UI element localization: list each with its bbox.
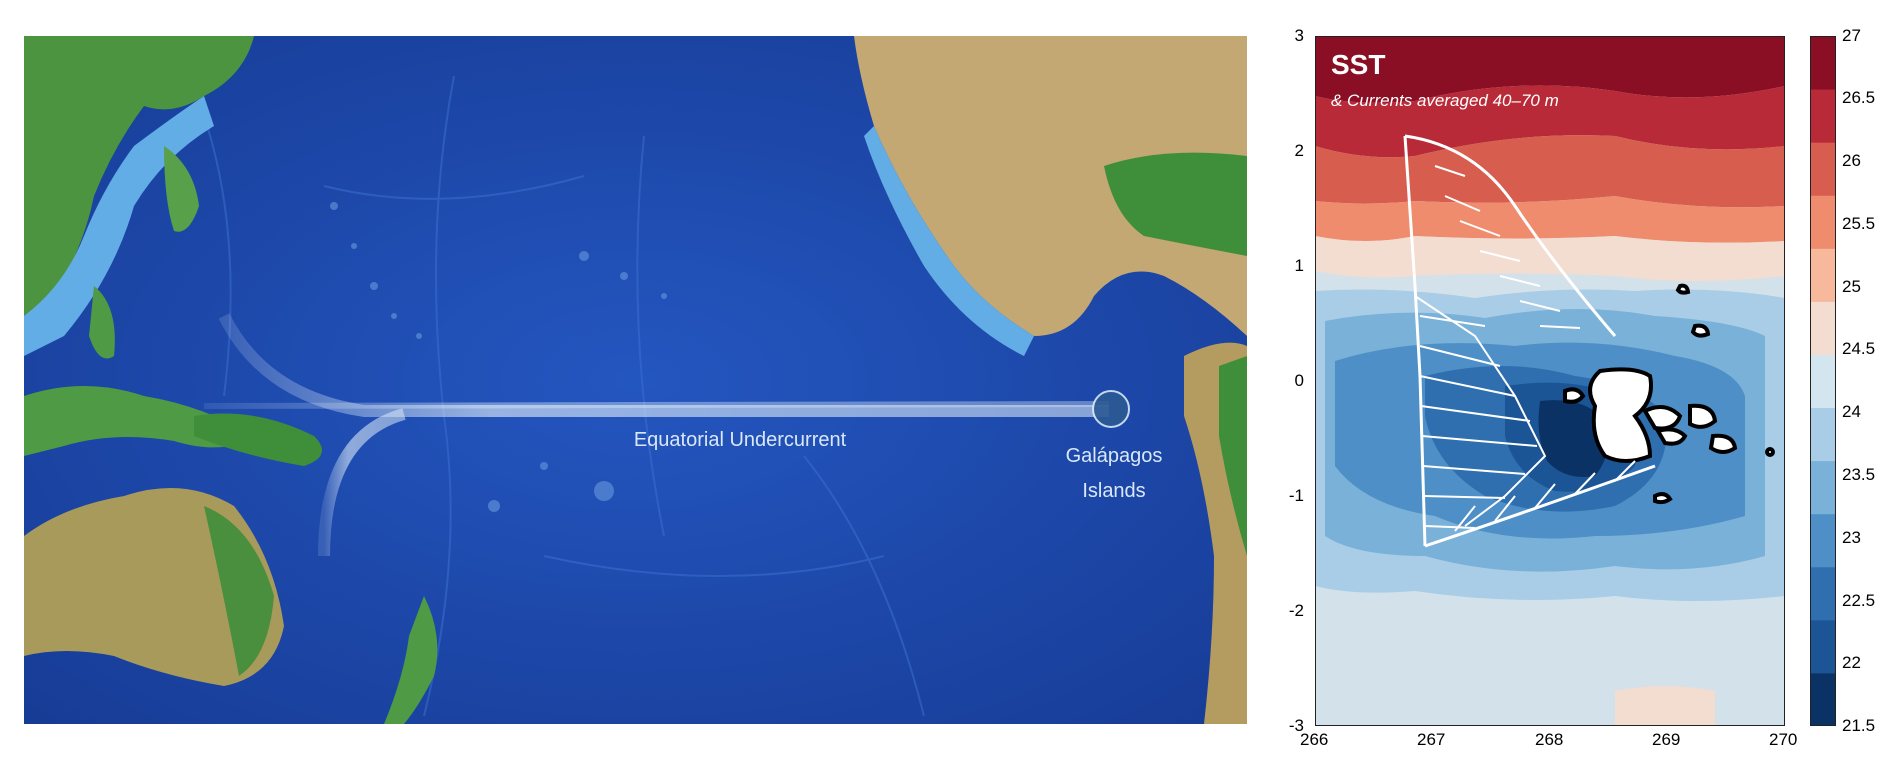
cbar-tick: 21.5	[1842, 716, 1876, 735]
seamounts	[330, 202, 667, 512]
new-zealand-landmass	[384, 596, 438, 724]
sst-map: SST & Currents averaged 40–70 m	[1315, 36, 1785, 726]
x-tick: 269	[1652, 730, 1681, 749]
x-tick: 270	[1769, 730, 1798, 749]
asia-landmass	[24, 36, 254, 316]
colorbar-segment	[1810, 407, 1836, 462]
colorbar-segment	[1810, 354, 1836, 409]
current-vectors	[1403, 134, 1656, 548]
x-tick: 267	[1417, 730, 1446, 749]
cbar-tick: 27	[1842, 26, 1861, 45]
colorbar-segment	[1810, 36, 1836, 90]
galapagos-marker	[1092, 390, 1130, 428]
equatorial-undercurrent-path	[164, 313, 1110, 557]
philippines-landmass	[89, 286, 115, 359]
maritime-asia-landmass	[24, 386, 254, 456]
cbar-tick: 23	[1842, 528, 1861, 547]
x-tick: 268	[1535, 730, 1564, 749]
islands-label-line2: Islands	[1082, 480, 1145, 502]
colorbar-segment	[1810, 513, 1836, 568]
colorbar-segment	[1810, 301, 1836, 355]
x-axis-ticks: 266 267 268 269 270	[1300, 730, 1797, 758]
cbar-tick: 25	[1842, 277, 1861, 296]
colorbar-segment	[1810, 195, 1836, 249]
colorbar-gradient	[1810, 36, 1836, 726]
y-tick: -3	[1288, 716, 1304, 735]
cbar-tick: 23.5	[1842, 465, 1876, 484]
sst-title: SST	[1331, 49, 1385, 80]
australia-green-east	[204, 506, 274, 676]
cbar-tick: 25.5	[1842, 214, 1876, 233]
galapagos-islands	[1563, 283, 1775, 505]
sst-subtitle: & Currents averaged 40–70 m	[1331, 91, 1559, 110]
y-tick: 2	[1294, 141, 1304, 160]
cbar-tick: 24	[1842, 402, 1861, 421]
cbar-tick: 22.5	[1842, 591, 1876, 610]
sst-frame	[1315, 36, 1785, 726]
colorbar-ticks: 27 26.5 26 25.5 25 24.5 24 23.5 23 22.5 …	[1842, 26, 1882, 736]
new-guinea-landmass	[194, 413, 322, 466]
y-tick: 0	[1294, 371, 1304, 390]
colorbar-segment	[1810, 142, 1836, 196]
colorbar-segment	[1810, 460, 1836, 515]
cbar-tick: 26	[1842, 151, 1861, 170]
north-america-landmass	[854, 36, 1247, 336]
current-label: Equatorial Undercurrent	[634, 429, 847, 451]
south-america-green	[1219, 356, 1247, 556]
mexico-shelf	[864, 126, 1034, 356]
colorbar-segment	[1810, 89, 1836, 143]
sst-field	[1315, 36, 1785, 726]
north-america-green	[1104, 152, 1247, 256]
y-tick: 1	[1294, 256, 1304, 275]
y-tick: -1	[1288, 486, 1304, 505]
japan-landmass	[164, 146, 199, 232]
colorbar-segment	[1810, 619, 1836, 674]
x-tick: 266	[1300, 730, 1329, 749]
cbar-tick: 22	[1842, 653, 1861, 672]
pacific-ocean-map: Equatorial Undercurrent Galápagos Island…	[24, 36, 1247, 724]
y-axis-ticks: 3 2 1 0 -1 -2 -3	[1270, 26, 1310, 736]
y-tick: -2	[1288, 601, 1304, 620]
cbar-tick: 24.5	[1842, 339, 1876, 358]
islands-label-line1: Galápagos	[1066, 445, 1163, 467]
colorbar-segment	[1810, 248, 1836, 302]
y-tick: 3	[1294, 26, 1304, 45]
colorbar-segment	[1810, 566, 1836, 621]
cbar-tick: 26.5	[1842, 88, 1876, 107]
colorbar-segment	[1810, 672, 1836, 726]
sst-colorbar: 27 26.5 26 25.5 25 24.5 24 23.5 23 22.5 …	[1810, 26, 1875, 735]
